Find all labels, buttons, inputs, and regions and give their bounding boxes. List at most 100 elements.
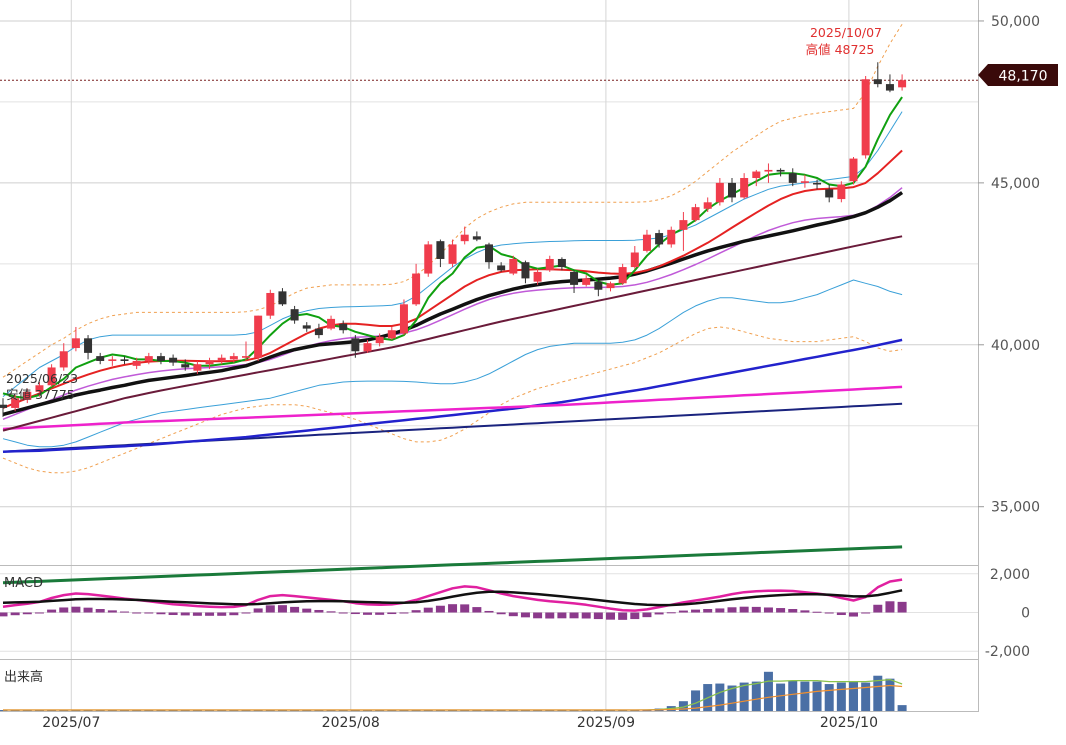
candle-body	[217, 357, 226, 361]
macd-hist-bar	[22, 612, 32, 615]
y-tick-label: 50,000	[991, 14, 1040, 30]
candle	[825, 184, 834, 203]
macd-hist-bar	[618, 612, 628, 620]
macd-hist-bar	[448, 604, 458, 613]
candle	[156, 352, 165, 365]
candle	[655, 229, 664, 248]
candle	[764, 163, 773, 183]
macd-hist-bar	[71, 606, 81, 613]
candle	[120, 356, 129, 365]
candle	[84, 335, 93, 360]
macd-hist-bar	[338, 612, 348, 614]
macd-hist-bar	[253, 608, 263, 613]
macd-hist-bar	[861, 612, 871, 614]
candle-body	[728, 182, 736, 198]
candle-body	[302, 325, 311, 329]
candle	[96, 352, 105, 365]
candle-body	[885, 84, 894, 91]
macd-hist-bar	[557, 612, 567, 619]
candle	[545, 255, 554, 272]
candle	[412, 263, 421, 306]
macd-hist-bar	[630, 612, 640, 620]
macd-hist-bar	[290, 606, 300, 613]
series-line-ma26w	[2, 338, 903, 453]
candle	[788, 168, 797, 187]
macd-hist-bar	[83, 607, 93, 613]
macd-hist-bar	[265, 605, 275, 613]
candle-body	[679, 220, 688, 230]
volume-bar	[885, 678, 895, 711]
volume-bar	[727, 685, 737, 711]
volume-panel	[0, 671, 907, 712]
candle-body	[788, 173, 797, 183]
candle-body	[108, 359, 117, 361]
macd-hist-bar	[885, 601, 895, 613]
macd-hist-bar	[703, 609, 713, 613]
candle	[193, 360, 202, 374]
macd-y-tick-label: -2,000	[985, 644, 1030, 660]
last-price-label: 48,170	[999, 69, 1048, 85]
candle	[302, 322, 311, 332]
candle	[387, 326, 396, 340]
candle	[205, 357, 214, 370]
macd-hist-bar	[277, 605, 287, 613]
macd-hist-bar	[533, 612, 543, 619]
candle-body	[375, 336, 384, 344]
candle-body	[181, 364, 190, 368]
volume-bar	[897, 705, 907, 711]
candle-body	[813, 182, 822, 185]
candle-body	[399, 304, 408, 334]
macd-hist-bar	[763, 607, 773, 613]
macd-hist-bar	[47, 609, 57, 613]
candle	[715, 178, 724, 206]
macd-hist-bar	[849, 612, 858, 617]
macd-hist-bar	[180, 612, 190, 616]
y-tick-label: 45,000	[991, 176, 1040, 192]
candle	[23, 388, 32, 404]
macd-hist-bar	[156, 612, 166, 615]
volume-title: 出来高	[4, 669, 43, 685]
candle-body	[715, 182, 724, 203]
candle	[521, 260, 530, 284]
candle	[557, 257, 566, 271]
volume-bar	[751, 681, 761, 711]
candle	[108, 356, 117, 366]
macd-hist-bar	[739, 606, 749, 613]
candle	[47, 364, 56, 387]
macd-hist-bar	[472, 607, 482, 613]
candle-body	[205, 360, 214, 365]
macd-hist-bar	[0, 612, 8, 617]
candle	[436, 239, 445, 268]
macd-hist-bar	[423, 607, 433, 613]
candle-body	[47, 367, 56, 386]
volume-bar	[691, 690, 701, 711]
macd-hist-bar	[508, 612, 518, 617]
candle	[800, 174, 809, 188]
macd-hist-bar	[691, 609, 701, 613]
candle-body	[533, 271, 542, 282]
candle-body	[11, 398, 20, 408]
candle-body	[485, 244, 493, 263]
macd-hist-bar	[192, 612, 202, 616]
macd-hist-bar	[788, 609, 798, 613]
macd-hist-bar	[132, 612, 142, 614]
candle	[472, 231, 481, 242]
candle-body	[351, 338, 360, 352]
candle	[290, 305, 299, 324]
candle-body	[23, 391, 32, 400]
candle-body	[84, 338, 93, 353]
candle	[71, 326, 80, 352]
macd-title: MACD	[4, 576, 43, 591]
candle	[448, 239, 457, 268]
macd-hist-bar	[363, 612, 372, 615]
macd-hist-bar	[569, 612, 579, 619]
series-line-ma5	[2, 96, 903, 400]
volume-bar	[715, 683, 725, 711]
candle-body	[448, 244, 457, 264]
candle	[399, 299, 408, 336]
candle	[776, 168, 785, 177]
y-tick-label: 40,000	[991, 338, 1040, 354]
macd-hist-bar	[435, 605, 445, 613]
macd-hist-bar	[460, 604, 470, 613]
candle-body	[861, 79, 870, 156]
